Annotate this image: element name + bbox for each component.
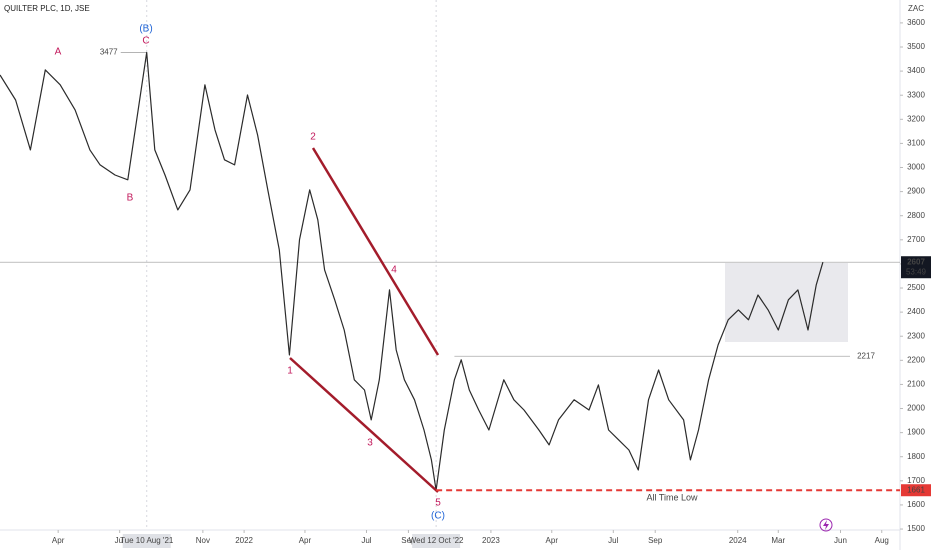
x-tick-label: Sep — [648, 536, 663, 545]
wave-label: (B) — [139, 24, 152, 35]
y-tick-label: 1600 — [907, 500, 925, 509]
last-price-badge — [901, 256, 931, 279]
wave-label: 5 — [435, 498, 441, 509]
currency: ZAC — [908, 4, 924, 13]
x-tick-label: Jul — [608, 536, 618, 545]
alert-icon-bolt — [823, 520, 829, 530]
wave-label: 2 — [310, 132, 316, 143]
x-tick-label: Aug — [875, 536, 889, 545]
y-tick-label: 2700 — [907, 235, 925, 244]
y-tick-label: 1500 — [907, 524, 925, 533]
wave-label: 3 — [367, 438, 373, 449]
level-label: 2217 — [857, 351, 875, 360]
y-tick-label: 2300 — [907, 331, 925, 340]
x-tick-label: 2024 — [729, 536, 747, 545]
y-tick-label: 1700 — [907, 476, 925, 485]
y-tick-label: 3500 — [907, 42, 925, 51]
price-line — [0, 51, 824, 491]
low-badge-label: 1661 — [907, 485, 925, 494]
x-tick-label: Apr — [52, 536, 65, 545]
y-tick-label: 2500 — [907, 283, 925, 292]
y-tick-label: 3100 — [907, 139, 925, 148]
y-tick-label: 3600 — [907, 18, 925, 27]
y-tick-label: 3300 — [907, 90, 925, 99]
y-tick-label: 1800 — [907, 452, 925, 461]
wave-label: A — [55, 47, 62, 58]
alert-icon[interactable] — [819, 518, 833, 532]
x-tick-label: Wed 12 Oct '22 — [409, 536, 464, 545]
wave-label: C — [142, 36, 149, 47]
x-tick-label: Jun — [834, 536, 847, 545]
x-tick-label: Tue 10 Aug '21 — [120, 536, 174, 545]
x-tick-label: Apr — [546, 536, 559, 545]
lower-trendline — [289, 357, 439, 493]
x-tick-label: Jul — [115, 536, 125, 545]
low-label: All Time Low — [646, 493, 698, 503]
level-label: 3477 — [100, 48, 118, 57]
y-tick-label: 2400 — [907, 307, 925, 316]
x-tick-label: 2023 — [482, 536, 500, 545]
y-tick-label: 2100 — [907, 380, 925, 389]
chart-title: QUILTER PLC, 1D, JSE — [4, 4, 90, 13]
y-tick-label: 2800 — [907, 211, 925, 220]
x-tick-label: Apr — [299, 536, 312, 545]
upper-trendline — [311, 147, 440, 356]
x-tick-highlight — [122, 534, 171, 548]
wave-label: (C) — [431, 511, 445, 522]
y-tick-label: 2900 — [907, 187, 925, 196]
wave-label: 1 — [287, 366, 293, 377]
x-tick-label: Jul — [361, 536, 371, 545]
consolidation-box — [725, 263, 848, 342]
x-tick-label: Sep — [401, 536, 416, 545]
x-tick-label: Mar — [771, 536, 785, 545]
y-tick-label: 2000 — [907, 404, 925, 413]
y-tick-label: 3200 — [907, 114, 925, 123]
x-tick-highlight — [412, 534, 461, 548]
last-price-label: 2607 — [907, 257, 925, 266]
wave-label: B — [127, 193, 134, 204]
y-tick-label: 1900 — [907, 428, 925, 437]
x-tick-label: 2022 — [235, 536, 253, 545]
y-tick-label: 3400 — [907, 66, 925, 75]
wave-label: 4 — [391, 265, 397, 276]
low-badge — [901, 484, 931, 497]
countdown-label: 53:49 — [906, 267, 927, 276]
y-tick-label: 2200 — [907, 355, 925, 364]
x-tick-label: Nov — [196, 536, 210, 545]
y-tick-label: 3000 — [907, 163, 925, 172]
